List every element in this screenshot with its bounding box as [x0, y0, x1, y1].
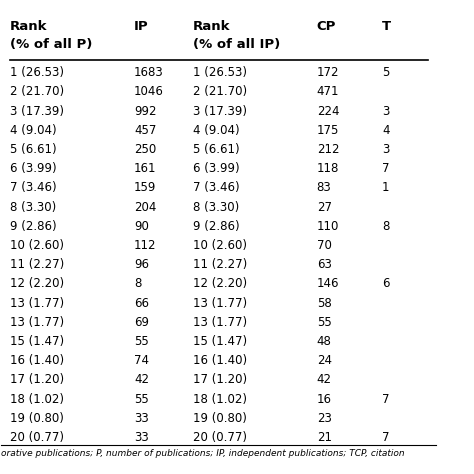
Text: 2 (21.70): 2 (21.70) [193, 85, 247, 99]
Text: 457: 457 [134, 124, 156, 137]
Text: (% of all P): (% of all P) [10, 38, 92, 51]
Text: 1 (26.53): 1 (26.53) [10, 66, 64, 79]
Text: 4 (9.04): 4 (9.04) [193, 124, 239, 137]
Text: 8: 8 [134, 277, 141, 291]
Text: 8: 8 [382, 220, 389, 233]
Text: 9 (2.86): 9 (2.86) [193, 220, 239, 233]
Text: 20 (0.77): 20 (0.77) [193, 431, 247, 444]
Text: 13 (1.77): 13 (1.77) [10, 297, 64, 310]
Text: 70: 70 [317, 239, 332, 252]
Text: 118: 118 [317, 162, 339, 175]
Text: 7: 7 [382, 392, 390, 406]
Text: 7 (3.46): 7 (3.46) [193, 182, 239, 194]
Text: 58: 58 [317, 297, 331, 310]
Text: 42: 42 [134, 374, 149, 386]
Text: (% of all IP): (% of all IP) [193, 38, 280, 51]
Text: 6: 6 [382, 277, 390, 291]
Text: 4: 4 [382, 124, 390, 137]
Text: 33: 33 [134, 431, 149, 444]
Text: CP: CP [317, 20, 336, 33]
Text: 4 (9.04): 4 (9.04) [10, 124, 57, 137]
Text: 13 (1.77): 13 (1.77) [10, 316, 64, 329]
Text: 23: 23 [317, 412, 332, 425]
Text: 66: 66 [134, 297, 149, 310]
Text: 8 (3.30): 8 (3.30) [193, 201, 239, 214]
Text: IP: IP [134, 20, 149, 33]
Text: 20 (0.77): 20 (0.77) [10, 431, 64, 444]
Text: 11 (2.27): 11 (2.27) [193, 258, 247, 271]
Text: 110: 110 [317, 220, 339, 233]
Text: 159: 159 [134, 182, 156, 194]
Text: 18 (1.02): 18 (1.02) [10, 392, 64, 406]
Text: 17 (1.20): 17 (1.20) [10, 374, 64, 386]
Text: 24: 24 [317, 354, 332, 367]
Text: Rank: Rank [193, 20, 230, 33]
Text: 7 (3.46): 7 (3.46) [10, 182, 57, 194]
Text: 96: 96 [134, 258, 149, 271]
Text: 6 (3.99): 6 (3.99) [193, 162, 239, 175]
Text: 18 (1.02): 18 (1.02) [193, 392, 247, 406]
Text: 55: 55 [134, 335, 149, 348]
Text: 21: 21 [317, 431, 332, 444]
Text: 3 (17.39): 3 (17.39) [10, 105, 64, 118]
Text: 112: 112 [134, 239, 156, 252]
Text: 13 (1.77): 13 (1.77) [193, 297, 247, 310]
Text: 69: 69 [134, 316, 149, 329]
Text: 146: 146 [317, 277, 339, 291]
Text: 12 (2.20): 12 (2.20) [193, 277, 247, 291]
Text: 17 (1.20): 17 (1.20) [193, 374, 247, 386]
Text: 12 (2.20): 12 (2.20) [10, 277, 64, 291]
Text: orative publications; P, number of publications; IP, independent publications; T: orative publications; P, number of publi… [1, 449, 405, 458]
Text: 3: 3 [382, 143, 389, 156]
Text: 161: 161 [134, 162, 156, 175]
Text: 15 (1.47): 15 (1.47) [10, 335, 64, 348]
Text: 5: 5 [382, 66, 389, 79]
Text: 16 (1.40): 16 (1.40) [193, 354, 247, 367]
Text: 10 (2.60): 10 (2.60) [193, 239, 247, 252]
Text: 3: 3 [382, 105, 389, 118]
Text: 1683: 1683 [134, 66, 164, 79]
Text: 16: 16 [317, 392, 332, 406]
Text: 83: 83 [317, 182, 331, 194]
Text: 250: 250 [134, 143, 156, 156]
Text: 10 (2.60): 10 (2.60) [10, 239, 64, 252]
Text: 55: 55 [134, 392, 149, 406]
Text: 172: 172 [317, 66, 339, 79]
Text: 90: 90 [134, 220, 149, 233]
Text: 74: 74 [134, 354, 149, 367]
Text: 27: 27 [317, 201, 332, 214]
Text: 48: 48 [317, 335, 332, 348]
Text: 992: 992 [134, 105, 156, 118]
Text: T: T [382, 20, 391, 33]
Text: 63: 63 [317, 258, 332, 271]
Text: 13 (1.77): 13 (1.77) [193, 316, 247, 329]
Text: 175: 175 [317, 124, 339, 137]
Text: 3 (17.39): 3 (17.39) [193, 105, 247, 118]
Text: 224: 224 [317, 105, 339, 118]
Text: 55: 55 [317, 316, 331, 329]
Text: 7: 7 [382, 162, 390, 175]
Text: 7: 7 [382, 431, 390, 444]
Text: 19 (0.80): 19 (0.80) [10, 412, 64, 425]
Text: 1: 1 [382, 182, 390, 194]
Text: 15 (1.47): 15 (1.47) [193, 335, 247, 348]
Text: 204: 204 [134, 201, 156, 214]
Text: 2 (21.70): 2 (21.70) [10, 85, 64, 99]
Text: 1046: 1046 [134, 85, 164, 99]
Text: 5 (6.61): 5 (6.61) [193, 143, 239, 156]
Text: 8 (3.30): 8 (3.30) [10, 201, 56, 214]
Text: 5 (6.61): 5 (6.61) [10, 143, 57, 156]
Text: 471: 471 [317, 85, 339, 99]
Text: 6 (3.99): 6 (3.99) [10, 162, 57, 175]
Text: 212: 212 [317, 143, 339, 156]
Text: 42: 42 [317, 374, 332, 386]
Text: 33: 33 [134, 412, 149, 425]
Text: Rank: Rank [10, 20, 47, 33]
Text: 9 (2.86): 9 (2.86) [10, 220, 57, 233]
Text: 11 (2.27): 11 (2.27) [10, 258, 64, 271]
Text: 16 (1.40): 16 (1.40) [10, 354, 64, 367]
Text: 19 (0.80): 19 (0.80) [193, 412, 246, 425]
Text: 1 (26.53): 1 (26.53) [193, 66, 247, 79]
